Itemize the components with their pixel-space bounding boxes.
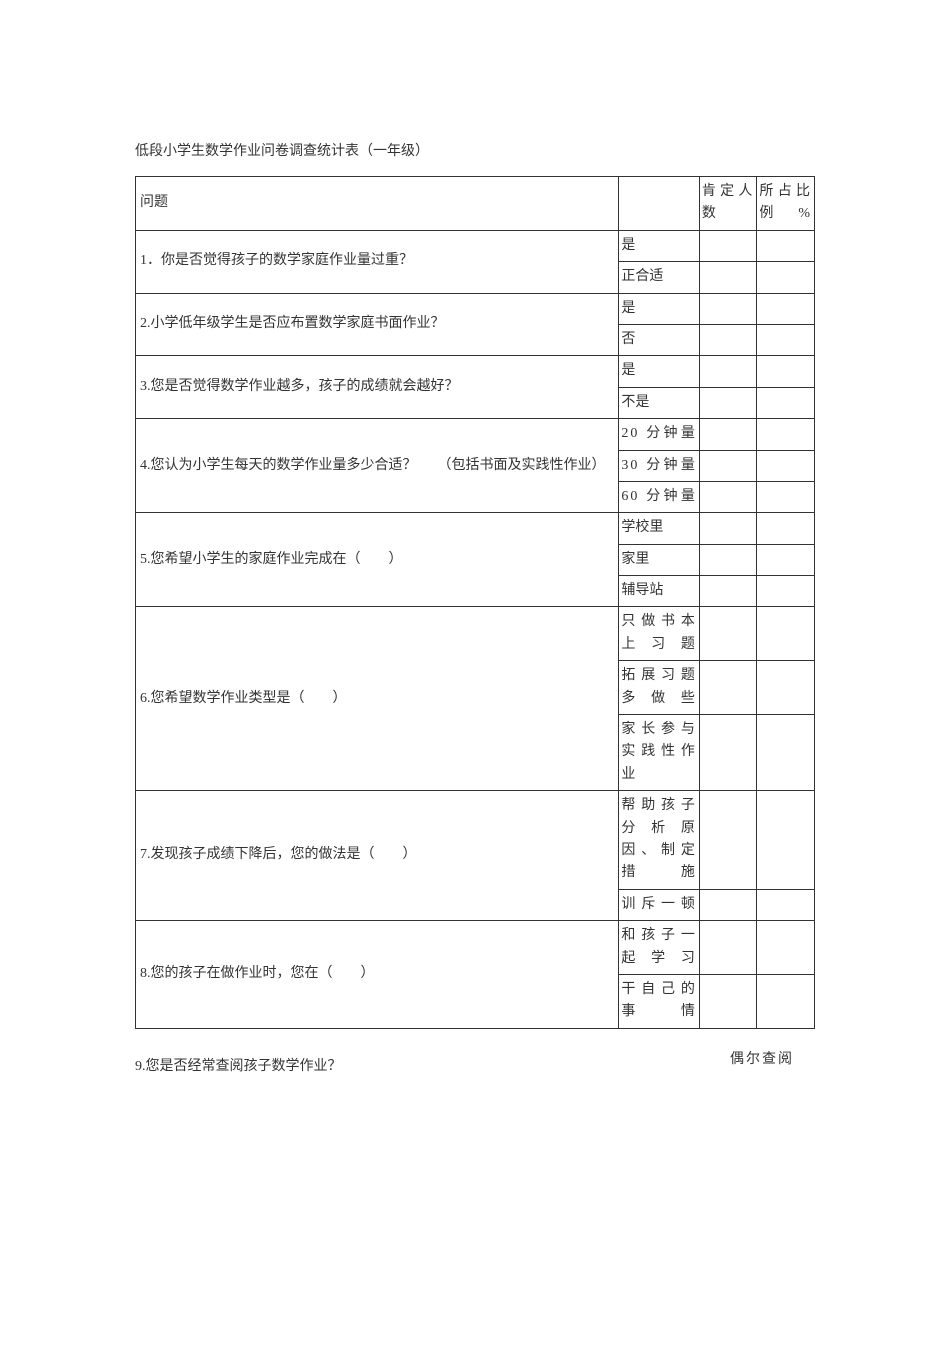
option-cell: 20 分钟量: [619, 419, 700, 450]
option-cell: 训斥一顿: [619, 889, 700, 920]
option-cell: 和孩子一起学习: [619, 921, 700, 975]
count-cell: [699, 607, 757, 661]
option-cell: 60 分钟量: [619, 481, 700, 512]
header-blank: [619, 177, 700, 231]
option-cell: 学校里: [619, 513, 700, 544]
count-cell: [699, 230, 757, 261]
percent-cell: [757, 356, 815, 387]
percent-cell: [757, 974, 815, 1028]
count-cell: [699, 661, 757, 715]
option-cell: 是: [619, 230, 700, 261]
percent-cell: [757, 513, 815, 544]
count-cell: [699, 715, 757, 791]
survey-table-body: 问题肯定人数所占比例%1．你是否觉得孩子的数学家庭作业量过重？是正合适2.小学低…: [135, 176, 815, 1029]
percent-cell: [757, 791, 815, 890]
count-cell: [699, 481, 757, 512]
count-cell: [699, 974, 757, 1028]
header-count: 肯定人数: [699, 177, 757, 231]
question-cell: 7.发现孩子成绩下降后，您的做法是（ ）: [136, 791, 619, 921]
percent-cell: [757, 481, 815, 512]
post-option: 偶尔查阅: [730, 1047, 815, 1075]
question-cell: 6.您希望数学作业类型是（ ）: [136, 607, 619, 791]
count-cell: [699, 356, 757, 387]
option-cell: 是: [619, 356, 700, 387]
count-cell: [699, 513, 757, 544]
count-cell: [699, 576, 757, 607]
option-cell: 干自己的事情: [619, 974, 700, 1028]
option-cell: 是: [619, 293, 700, 324]
post-question: 9.您是否经常查阅孩子数学作业？: [135, 1047, 730, 1075]
percent-cell: [757, 661, 815, 715]
post-row: 9.您是否经常查阅孩子数学作业？ 偶尔查阅: [135, 1047, 815, 1075]
option-cell: 只做书本上习题: [619, 607, 700, 661]
survey-title: 低段小学生数学作业问卷调查统计表（一年级）: [135, 140, 815, 160]
percent-cell: [757, 387, 815, 418]
question-cell: 8.您的孩子在做作业时，您在（ ）: [136, 921, 619, 1029]
percent-cell: [757, 607, 815, 661]
option-cell: 帮助孩子分析原因、制定措施: [619, 791, 700, 890]
percent-cell: [757, 419, 815, 450]
option-cell: 否: [619, 324, 700, 355]
question-cell: 3.您是否觉得数学作业越多，孩子的成绩就会越好？: [136, 356, 619, 419]
percent-cell: [757, 544, 815, 575]
count-cell: [699, 921, 757, 975]
count-cell: [699, 791, 757, 890]
percent-cell: [757, 230, 815, 261]
count-cell: [699, 419, 757, 450]
header-question: 问题: [136, 177, 619, 231]
percent-cell: [757, 450, 815, 481]
percent-cell: [757, 921, 815, 975]
count-cell: [699, 262, 757, 293]
percent-cell: [757, 576, 815, 607]
question-cell: 1．你是否觉得孩子的数学家庭作业量过重？: [136, 230, 619, 293]
percent-cell: [757, 293, 815, 324]
option-cell: 拓展习题多做些: [619, 661, 700, 715]
option-cell: 30 分钟量: [619, 450, 700, 481]
question-cell: 5.您希望小学生的家庭作业完成在（ ）: [136, 513, 619, 607]
option-cell: 不是: [619, 387, 700, 418]
percent-cell: [757, 262, 815, 293]
option-cell: 辅导站: [619, 576, 700, 607]
option-cell: 家长参与实践性作业: [619, 715, 700, 791]
percent-cell: [757, 889, 815, 920]
question-cell: 2.小学低年级学生是否应布置数学家庭书面作业？: [136, 293, 619, 356]
header-percent: 所占比例%: [757, 177, 815, 231]
option-cell: 正合适: [619, 262, 700, 293]
percent-cell: [757, 324, 815, 355]
option-cell: 家里: [619, 544, 700, 575]
question-cell: 4.您认为小学生每天的数学作业量多少合适？ （包括书面及实践性作业）: [136, 419, 619, 513]
count-cell: [699, 544, 757, 575]
count-cell: [699, 293, 757, 324]
count-cell: [699, 387, 757, 418]
percent-cell: [757, 715, 815, 791]
count-cell: [699, 889, 757, 920]
count-cell: [699, 324, 757, 355]
count-cell: [699, 450, 757, 481]
